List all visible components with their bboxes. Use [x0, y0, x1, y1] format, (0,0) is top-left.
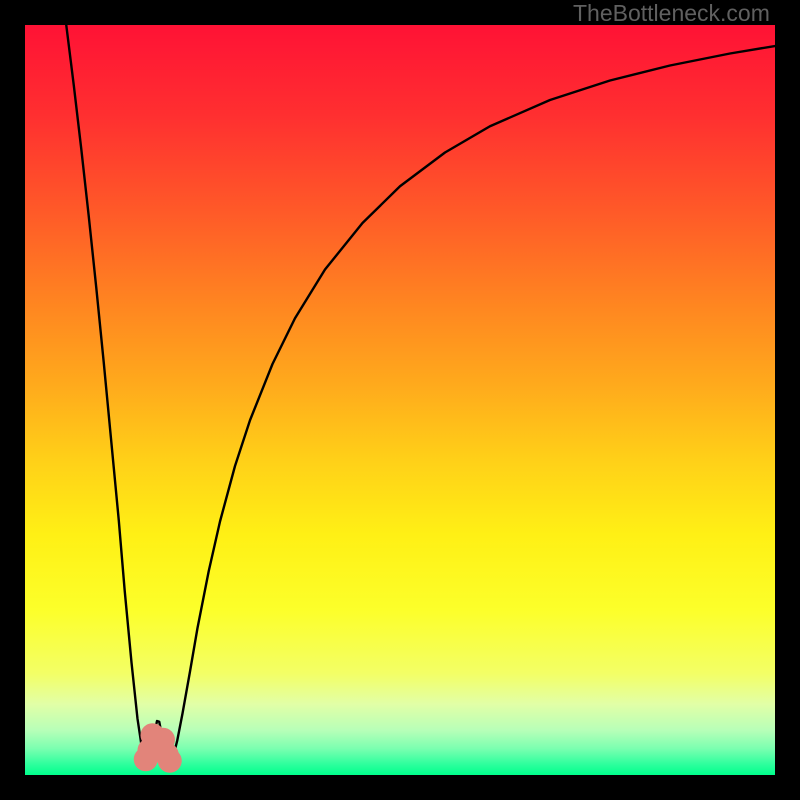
plot-background	[25, 25, 775, 775]
watermark-text: TheBottleneck.com	[573, 0, 770, 27]
plot-area	[25, 25, 775, 775]
plot-svg	[25, 25, 775, 775]
trough-marker	[158, 749, 182, 773]
